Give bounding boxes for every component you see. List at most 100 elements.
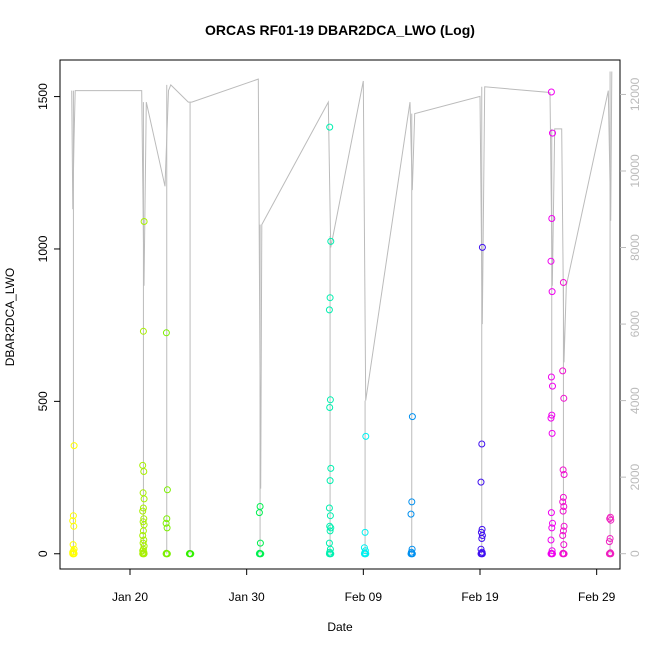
data-point-8-4 bbox=[478, 548, 486, 556]
data-point-5-18 bbox=[326, 123, 334, 131]
chart-title: ORCAS RF01-19 DBAR2DCA_LWO (Log) bbox=[205, 22, 475, 38]
data-point-8-11 bbox=[478, 440, 486, 448]
data-point-7-4 bbox=[408, 545, 416, 553]
x-axis-label: Date bbox=[327, 620, 353, 634]
data-point-11-7 bbox=[607, 516, 615, 524]
data-point-1-10 bbox=[139, 532, 147, 539]
data-point-2-4 bbox=[163, 524, 171, 532]
data-point-5-15 bbox=[325, 306, 333, 314]
y-axis: 0 500 1000 1500 bbox=[36, 83, 60, 557]
x-tick-label-3: Feb 19 bbox=[461, 590, 499, 604]
data-point-4-6 bbox=[256, 503, 264, 510]
data-point-10-8 bbox=[559, 507, 567, 515]
data-point-10-4 bbox=[560, 541, 568, 549]
data-point-9-6 bbox=[548, 524, 556, 532]
y-tick-label-2: 1000 bbox=[36, 235, 50, 262]
data-point-10-3 bbox=[559, 549, 567, 557]
data-point-9-10 bbox=[547, 414, 555, 422]
data-point-6-6 bbox=[361, 528, 369, 536]
y2-tick-label-3: 6000 bbox=[628, 310, 642, 337]
data-point-5-10 bbox=[325, 504, 333, 512]
data-point-9-8 bbox=[547, 509, 555, 517]
data-point-10-5 bbox=[559, 532, 567, 539]
data-point-1-3 bbox=[139, 549, 147, 557]
y2-tick-label-0: 0 bbox=[628, 550, 642, 557]
data-point-1-13 bbox=[139, 518, 147, 526]
data-point-7-5 bbox=[407, 510, 415, 518]
x-tick-label-4: Feb 29 bbox=[578, 590, 616, 604]
data-point-8-8 bbox=[477, 528, 485, 536]
data-point-5-11 bbox=[326, 477, 334, 485]
data-point-0-8 bbox=[69, 541, 77, 549]
altitude-track bbox=[71, 71, 613, 489]
data-point-7-3 bbox=[407, 548, 415, 556]
data-point-3-3 bbox=[186, 550, 194, 557]
data-point-4-4 bbox=[256, 539, 264, 547]
y2-tick-label-5: 10000 bbox=[628, 154, 642, 188]
data-point-6-5 bbox=[360, 544, 368, 552]
x-axis: Jan 20 Jan 30 Feb 09 Feb 19 Feb 29 bbox=[112, 569, 616, 604]
data-point-7-7 bbox=[408, 413, 416, 421]
data-point-10-16 bbox=[559, 279, 567, 286]
y2-tick-label-2: 4000 bbox=[628, 387, 642, 414]
data-point-9-16 bbox=[548, 215, 556, 222]
data-point-4-3 bbox=[256, 549, 264, 557]
data-point-8-10 bbox=[477, 478, 485, 486]
data-point-2-5 bbox=[162, 519, 170, 527]
data-point-10-13 bbox=[559, 466, 567, 474]
data-point-5-16 bbox=[326, 294, 334, 302]
data-point-6-7 bbox=[362, 432, 370, 440]
y-tick-label-3: 1500 bbox=[36, 83, 50, 110]
data-point-10-11 bbox=[559, 493, 567, 501]
data-point-5-13 bbox=[326, 404, 334, 411]
data-point-1-20 bbox=[139, 461, 147, 469]
data-point-9-7 bbox=[549, 519, 556, 527]
data-point-9-15 bbox=[547, 257, 555, 265]
data-point-11-9 bbox=[606, 513, 614, 521]
data-point-8-3 bbox=[477, 549, 485, 557]
data-point-9-4 bbox=[548, 547, 556, 555]
data-point-1-9 bbox=[140, 536, 148, 544]
data-point-9-11 bbox=[548, 411, 556, 419]
y-tick-label-1: 500 bbox=[36, 391, 50, 411]
data-point-10-7 bbox=[560, 522, 568, 530]
altitude-track-layer bbox=[71, 71, 613, 554]
data-point-5-12 bbox=[327, 464, 335, 472]
x-tick-label-2: Feb 09 bbox=[345, 590, 383, 604]
data-point-0-12 bbox=[70, 442, 78, 450]
data-point-5-9 bbox=[326, 512, 334, 520]
data-point-5-2 bbox=[327, 550, 335, 558]
data-point-10-10 bbox=[559, 498, 567, 506]
data-point-11-5 bbox=[605, 538, 613, 546]
data-point-1-14 bbox=[140, 515, 148, 523]
data-point-11-4 bbox=[606, 549, 614, 557]
data-point-10-14 bbox=[560, 394, 568, 402]
data-point-1-18 bbox=[139, 489, 147, 497]
data-point-9-17 bbox=[549, 129, 556, 137]
data-point-2-7 bbox=[163, 486, 171, 494]
data-point-5-17 bbox=[327, 237, 335, 245]
data-point-2-6 bbox=[163, 515, 171, 523]
data-point-9-14 bbox=[548, 288, 556, 296]
y2-tick-label-4: 8000 bbox=[628, 234, 642, 261]
y-tick-label-0: 0 bbox=[36, 550, 50, 557]
x-tick-label-0: Jan 20 bbox=[112, 590, 148, 604]
data-point-9-18 bbox=[547, 88, 555, 96]
data-point-0-10 bbox=[69, 517, 77, 525]
data-point-1-16 bbox=[139, 504, 147, 512]
data-point-10-9 bbox=[560, 503, 568, 510]
data-point-7-2 bbox=[408, 550, 416, 558]
data-point-11-3 bbox=[606, 550, 614, 557]
data-point-5-7 bbox=[327, 524, 335, 532]
y2-axis: 0 2000 4000 6000 8000 10000 12000 bbox=[620, 77, 642, 557]
data-point-1-22 bbox=[140, 218, 148, 225]
data-point-5-8 bbox=[326, 522, 334, 530]
data-point-1-21 bbox=[139, 327, 147, 335]
data-point-11-6 bbox=[606, 535, 614, 542]
data-point-2-8 bbox=[162, 329, 170, 337]
data-point-10-6 bbox=[559, 527, 567, 535]
data-point-8-12 bbox=[478, 243, 486, 251]
data-point-5-5 bbox=[325, 539, 333, 547]
data-point-1-17 bbox=[140, 495, 148, 503]
